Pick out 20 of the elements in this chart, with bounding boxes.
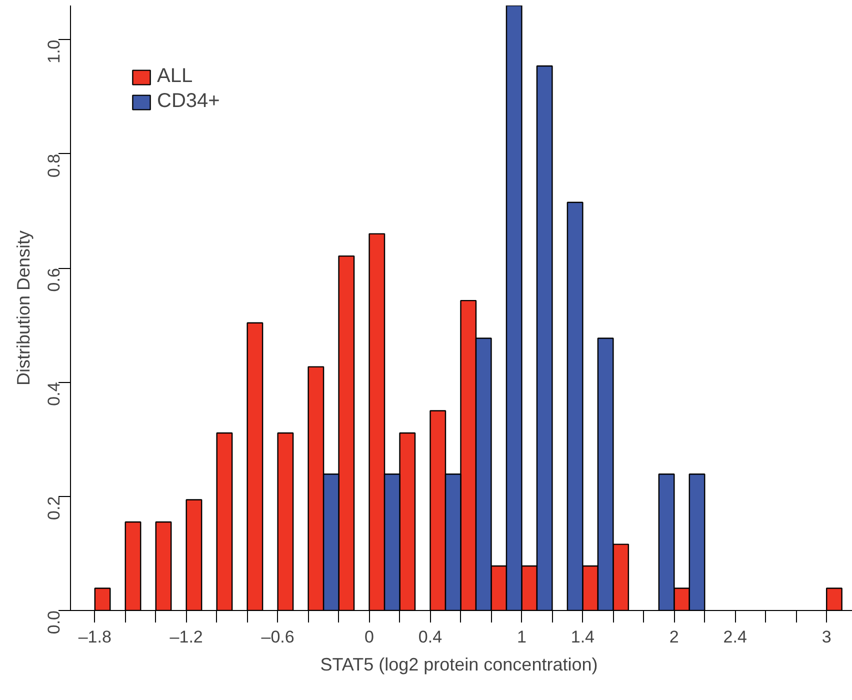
y-axis-title: Distribution Density: [14, 230, 34, 386]
x-tick-label: 0.4: [418, 628, 442, 646]
x-tick-label: 3: [822, 628, 832, 646]
y-tick-label: 0.4: [44, 382, 64, 406]
x-tick-label: –0.6: [261, 628, 294, 646]
y-tick-label: 0.2: [44, 496, 64, 520]
x-axis-title: STAT5 (log2 protein concentration): [320, 654, 598, 674]
y-tick-label: 0.8: [44, 154, 64, 178]
y-tick-label: 0.0: [44, 610, 64, 634]
x-tick-label: 2.4: [723, 628, 747, 646]
legend-label: ALL: [157, 65, 193, 88]
x-tick-label: 2: [669, 628, 679, 646]
y-tick-label: 1.0: [44, 40, 64, 64]
y-tick-label: 0.6: [44, 268, 64, 292]
x-tick-label: –1.8: [78, 628, 112, 646]
legend-label: CD34+: [157, 90, 220, 113]
x-tick-label: –1.2: [170, 628, 203, 646]
x-tick-label: 1.4: [570, 628, 595, 646]
x-tick-label: 1: [516, 628, 526, 646]
x-tick-label: 0: [364, 628, 374, 646]
